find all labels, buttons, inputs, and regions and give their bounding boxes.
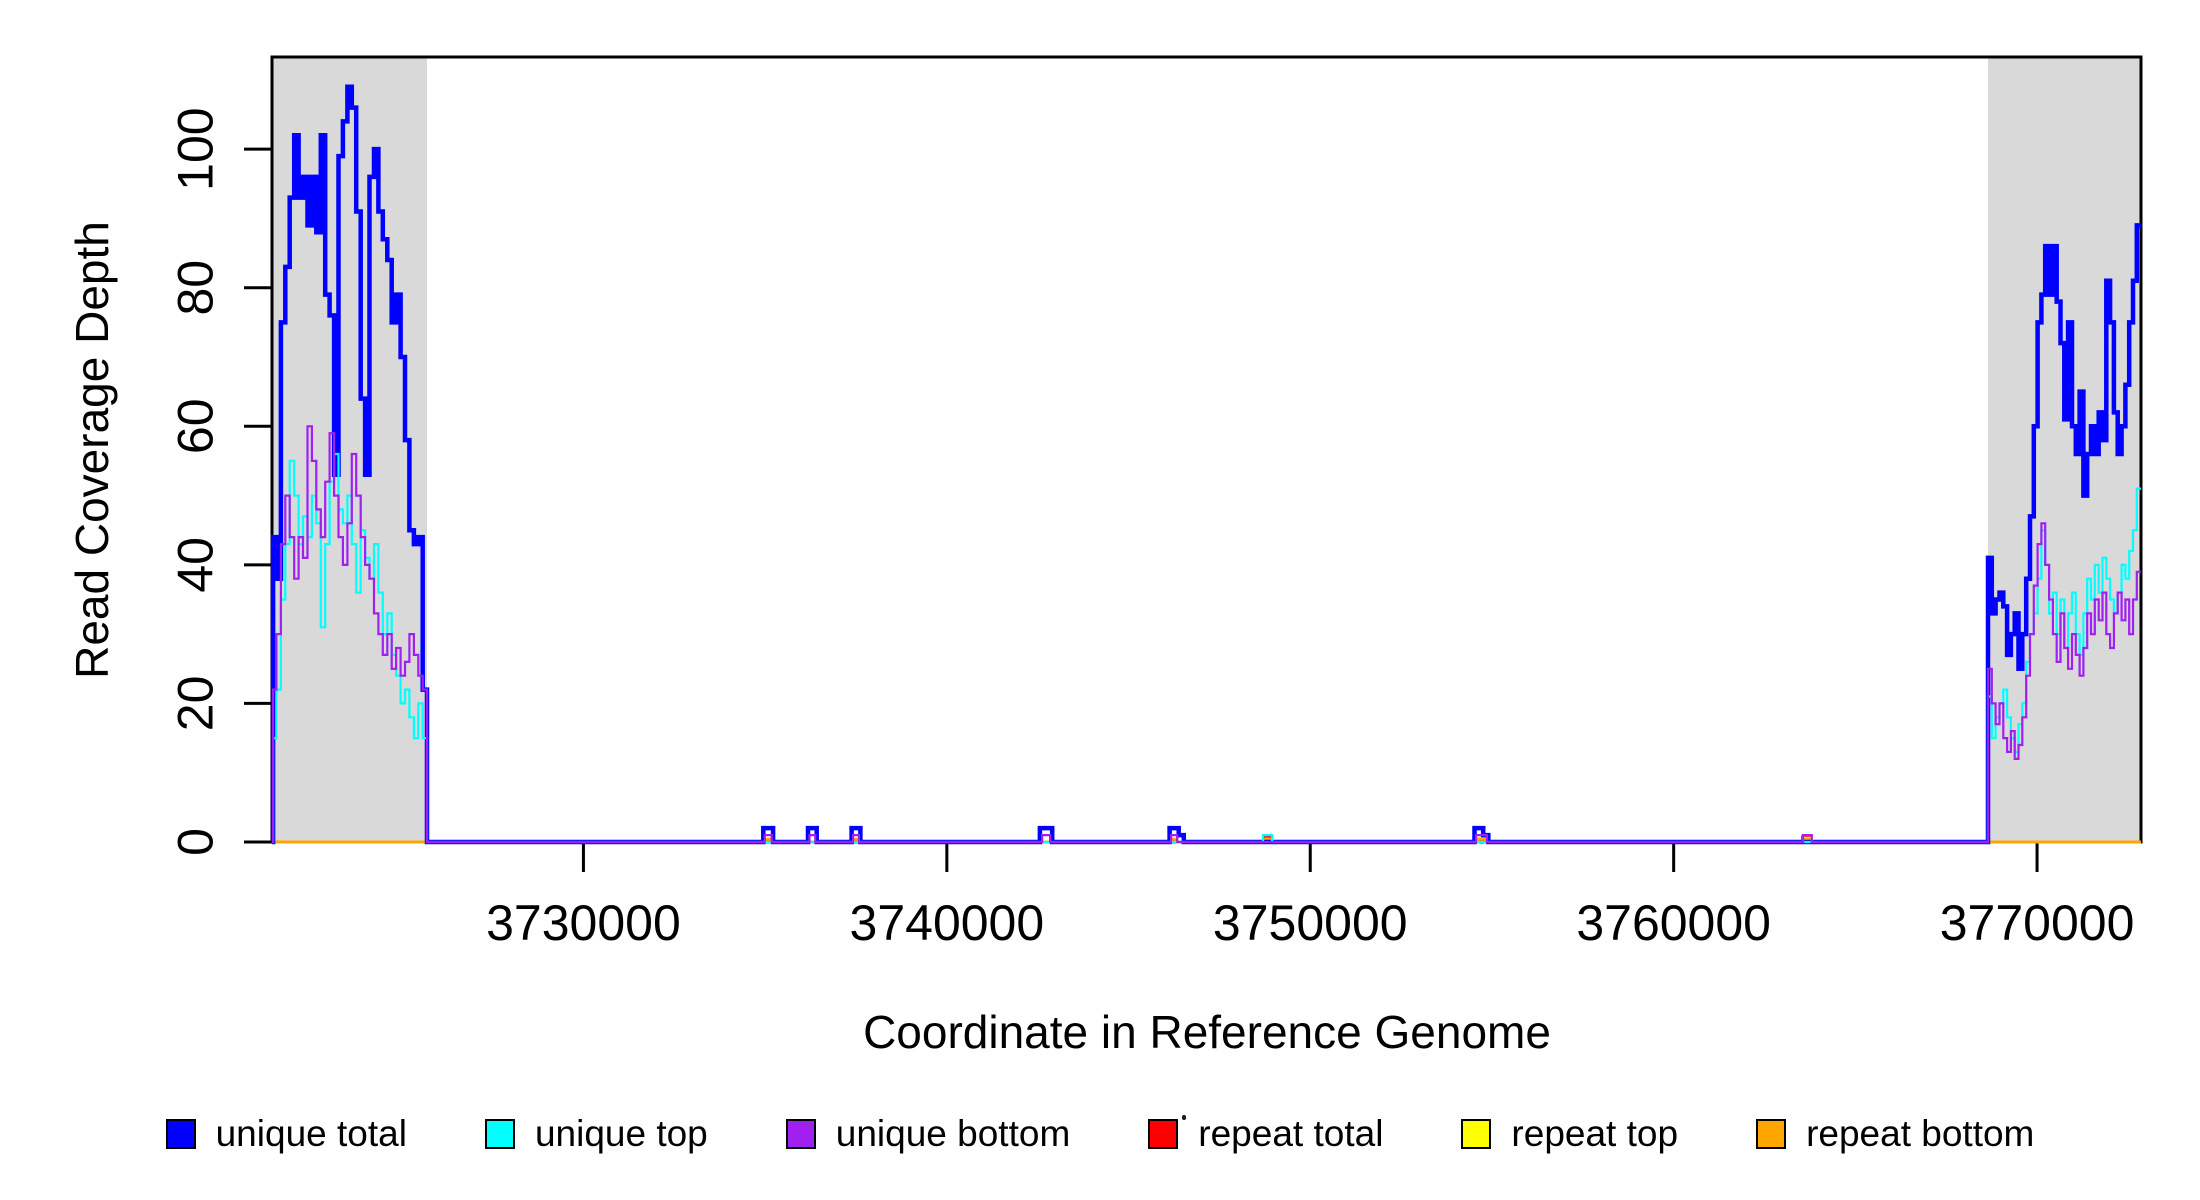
y-axis-title: Read Coverage Depth [66,221,118,679]
x-tick-label: 3770000 [1940,895,2135,951]
legend-swatch-unique-top [484,1119,515,1149]
legend-item-repeat-top: repeat top [1461,1113,1678,1155]
legend-item-unique-total: unique total [165,1113,407,1155]
y-tick-label: 60 [168,398,224,454]
y-tick-label: 0 [168,828,224,856]
legend-swatch-unique-total [165,1119,196,1149]
legend-swatch-repeat-total [1148,1119,1179,1149]
series-unique-total [270,84,2141,845]
stray-dot-artifact [1182,1115,1186,1120]
legend-item-repeat-bottom: repeat bottom [1756,1113,2034,1155]
series-unique-bottom [272,425,2141,844]
legend-swatch-repeat-top [1461,1119,1492,1149]
legend-item-unique-top: unique top [484,1113,708,1155]
x-axis-title: Coordinate in Reference Genome [863,1006,1551,1058]
legend-label-repeat-top: repeat top [1511,1113,1679,1154]
legend-label-repeat-total: repeat total [1198,1113,1384,1154]
y-tick-label: 100 [168,107,224,190]
x-tick-label: 3760000 [1576,895,1771,951]
y-tick-label: 80 [168,260,224,316]
legend: unique total unique top unique bottom re… [0,1113,2200,1155]
legend-swatch-repeat-bottom [1756,1119,1787,1149]
y-tick-label: 40 [168,537,224,593]
y-tick-label: 20 [168,676,224,732]
x-tick-label: 3730000 [486,895,681,951]
series-unique-top [272,452,2141,844]
legend-swatch-unique-bottom [785,1119,816,1149]
legend-label-repeat-bottom: repeat bottom [1806,1113,2035,1154]
legend-label-unique-total: unique total [215,1113,407,1154]
x-tick-label: 3750000 [1213,895,1408,951]
legend-item-repeat-total: repeat total [1148,1113,1383,1155]
legend-label-unique-bottom: unique bottom [835,1113,1071,1154]
x-tick-label: 3740000 [850,895,1045,951]
plot-box [270,55,2143,844]
legend-item-unique-bottom: unique bottom [785,1113,1071,1155]
legend-label-unique-top: unique top [534,1113,708,1154]
